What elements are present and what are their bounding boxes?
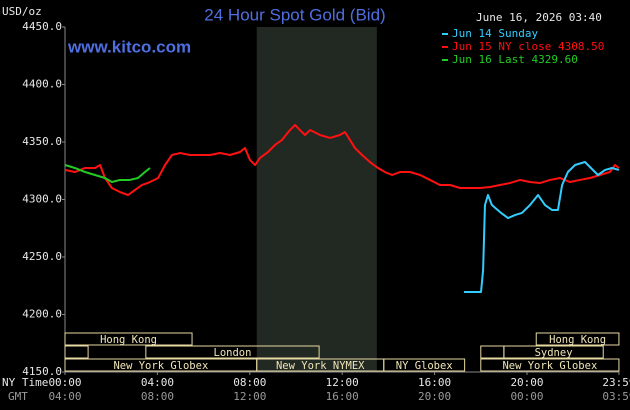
x-tick-label: 23:59 [602, 376, 630, 389]
x-tick-label: 16:00 [418, 376, 451, 389]
session-box [383, 358, 466, 372]
session-box [480, 358, 620, 372]
shaded-region [256, 27, 377, 372]
y-tick-label: 4300.0 [22, 193, 62, 206]
session-label: New York Globex [502, 360, 597, 372]
session-box [535, 332, 620, 346]
x-tick-label: 20:00 [510, 376, 543, 389]
price-line [64, 164, 151, 184]
session-box [503, 345, 604, 359]
session-label: New York NYMEX [276, 360, 365, 372]
timestamp: June 16, 2026 03:40 [476, 11, 602, 24]
x2-tick-label: 03:59 [602, 390, 630, 403]
session-label: Hong Kong [549, 334, 606, 346]
x2-tick-label: 12:00 [233, 390, 266, 403]
chart-title: 24 Hour Spot Gold (Bid) [204, 5, 385, 24]
session-label: Sydney [535, 347, 573, 359]
legend-label: Jun 15 NY close 4308.50 [452, 40, 604, 53]
legend-label: Jun 16 Last 4329.60 [452, 53, 578, 66]
session-label: London [214, 347, 252, 359]
x2-axis-label: GMT [8, 390, 28, 403]
session-box [64, 332, 193, 346]
y-tick-label: 4350.0 [22, 135, 62, 148]
session-label: New York Globex [113, 360, 208, 372]
y-tick-label: 4400.0 [22, 78, 62, 91]
session-label: Hong Kong [100, 334, 157, 346]
website: www.kitco.com [67, 37, 191, 56]
y-tick-label: 4200.0 [22, 308, 62, 321]
x2-tick-label: 00:00 [510, 390, 543, 403]
price-line [64, 123, 620, 197]
legend-label: Jun 14 Sunday [452, 27, 538, 40]
y-axis-label: USD/oz [2, 5, 42, 18]
x2-tick-label: 04:00 [48, 390, 81, 403]
x-tick-label: 00:00 [48, 376, 81, 389]
x-tick-label: 12:00 [326, 376, 359, 389]
price-line [463, 161, 620, 293]
session-label: NY Globex [396, 360, 453, 372]
x-tick-label: 04:00 [141, 376, 174, 389]
x2-tick-label: 16:00 [326, 390, 359, 403]
x-tick-label: 08:00 [233, 376, 266, 389]
x2-tick-label: 08:00 [141, 390, 174, 403]
session-box [64, 345, 89, 359]
x-axis-label: NY Time [2, 376, 48, 389]
y-tick-label: 4150.0 [22, 365, 62, 378]
y-tick-label: 4450.0 [22, 20, 62, 33]
y-tick-label: 4250.0 [22, 250, 62, 263]
session-box [145, 345, 320, 359]
x2-tick-label: 20:00 [418, 390, 451, 403]
